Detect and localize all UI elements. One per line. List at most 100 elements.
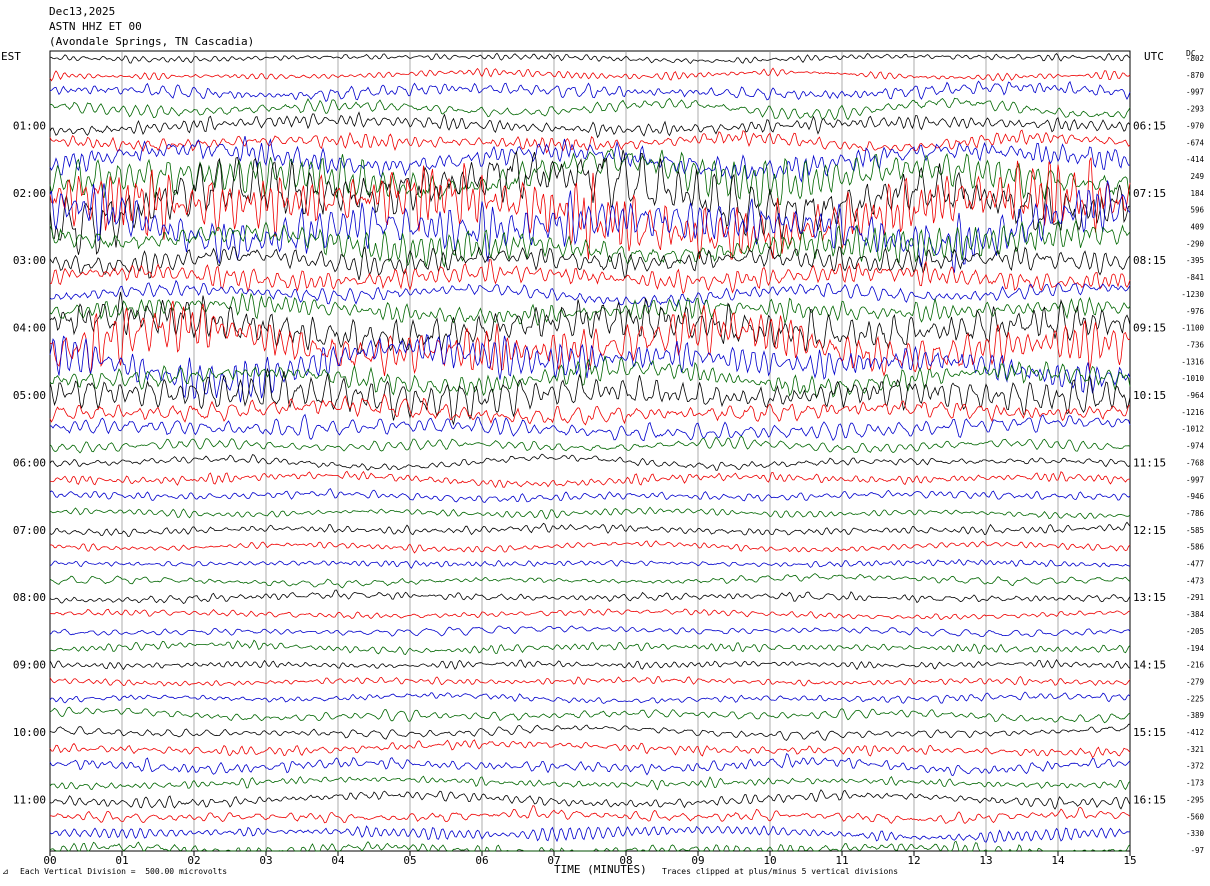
dc-offset-label: -841 bbox=[1186, 273, 1204, 282]
utc-hour-label: 15:15 bbox=[1133, 726, 1166, 739]
dc-offset-label: -786 bbox=[1186, 509, 1205, 518]
dc-offset-label: -279 bbox=[1186, 677, 1204, 686]
dc-offset-label: -1012 bbox=[1181, 425, 1204, 434]
trace-line bbox=[49, 67, 1131, 82]
utc-hour-label: 16:15 bbox=[1133, 793, 1166, 806]
trace-line bbox=[49, 639, 1131, 655]
trace-line bbox=[49, 355, 1131, 399]
dc-offset-label: -321 bbox=[1186, 745, 1204, 754]
utc-hour-label: 10:15 bbox=[1133, 389, 1166, 402]
dc-offset-label: -1316 bbox=[1181, 357, 1204, 366]
x-tick-label: 11 bbox=[835, 854, 848, 867]
dc-offset-label: -290 bbox=[1186, 239, 1205, 248]
trace-line bbox=[49, 136, 1131, 183]
trace-line bbox=[49, 691, 1131, 704]
dc-offset-label: -194 bbox=[1186, 644, 1205, 653]
trace-line bbox=[49, 279, 1131, 308]
trace-line bbox=[49, 739, 1131, 759]
trace-line bbox=[49, 413, 1131, 442]
est-hour-label: 02:00 bbox=[13, 187, 46, 200]
dc-offset-label: -1010 bbox=[1181, 374, 1204, 383]
trace-line bbox=[49, 334, 1131, 403]
clipping-note: Traces clipped at plus/minus 5 vertical … bbox=[662, 867, 899, 876]
dc-offset-label: -1230 bbox=[1181, 290, 1204, 299]
dc-offset-label: -395 bbox=[1186, 256, 1204, 265]
trace-line bbox=[49, 506, 1131, 520]
trace-line bbox=[49, 180, 1131, 273]
est-hour-label: 09:00 bbox=[13, 659, 46, 672]
chart-date: Dec13,2025 bbox=[49, 5, 116, 18]
est-label: EST bbox=[1, 50, 21, 63]
dc-offset-label: -293 bbox=[1186, 105, 1204, 114]
dc-offset-label: -97 bbox=[1190, 846, 1204, 855]
x-tick-label: 15 bbox=[1123, 854, 1136, 867]
station-location: (Avondale Springs, TN Cascadia) bbox=[49, 35, 255, 48]
trace-line bbox=[49, 80, 1131, 103]
x-axis-title: TIME (MINUTES) bbox=[554, 863, 647, 876]
est-hour-label: 04:00 bbox=[13, 322, 46, 335]
trace-line bbox=[49, 752, 1131, 777]
dc-offset-label: -216 bbox=[1186, 661, 1205, 670]
utc-hour-label: 12:15 bbox=[1133, 524, 1166, 537]
trace-line bbox=[49, 291, 1131, 354]
x-tick-label: 10 bbox=[763, 854, 776, 867]
dc-offset-label: -173 bbox=[1186, 779, 1204, 788]
est-hour-label: 10:00 bbox=[13, 726, 46, 739]
trace-line bbox=[49, 589, 1131, 605]
trace-line bbox=[49, 470, 1130, 489]
x-tick-label: 14 bbox=[1051, 854, 1065, 867]
trace-line bbox=[49, 367, 1131, 426]
dc-offset-label: -870 bbox=[1186, 71, 1205, 80]
x-tick-label: 05 bbox=[403, 854, 416, 867]
dc-offset-label: -412 bbox=[1186, 728, 1204, 737]
dc-offset-label: -997 bbox=[1186, 88, 1204, 97]
axis-labels: 00 01 02 03 04 05 06 07 08 09 10 11 12 13 14 15 -802 -870… bbox=[13, 54, 1205, 867]
dc-offset-label: -802 bbox=[1186, 54, 1204, 63]
x-tick-label: 04 bbox=[331, 854, 345, 867]
x-tick-label: 01 bbox=[115, 854, 128, 867]
dc-offset-label: -674 bbox=[1186, 138, 1205, 147]
dc-offset-label: -291 bbox=[1186, 593, 1204, 602]
dc-offset-label: -225 bbox=[1186, 694, 1204, 703]
trace-line bbox=[49, 97, 1131, 121]
dc-offset-label: -477 bbox=[1186, 560, 1204, 569]
station-id: ASTN HHZ ET 00 bbox=[49, 20, 142, 33]
dc-offset-label: 596 bbox=[1190, 206, 1204, 215]
x-tick-label: 12 bbox=[907, 854, 920, 867]
dc-offset-label: -372 bbox=[1186, 762, 1204, 771]
trace-line bbox=[49, 706, 1131, 724]
est-hour-label: 07:00 bbox=[13, 524, 46, 537]
est-hour-label: 01:00 bbox=[13, 119, 46, 132]
trace-line bbox=[49, 804, 1131, 825]
dc-offset-label: -736 bbox=[1186, 340, 1205, 349]
dc-offset-label: -585 bbox=[1186, 526, 1204, 535]
trace-line bbox=[49, 723, 1131, 741]
dc-offset-label: -560 bbox=[1186, 812, 1205, 821]
est-hour-label: 08:00 bbox=[13, 591, 46, 604]
chart-grid bbox=[49, 50, 1131, 856]
dc-offset-label: -384 bbox=[1186, 610, 1205, 619]
dc-offset-label: -330 bbox=[1186, 829, 1205, 838]
utc-hour-label: 08:15 bbox=[1133, 254, 1166, 267]
est-hour-label: 05:00 bbox=[13, 389, 46, 402]
dc-offset-label: -768 bbox=[1186, 458, 1205, 467]
trace-line bbox=[49, 435, 1131, 454]
trace-line bbox=[49, 573, 1131, 589]
utc-label: UTC bbox=[1144, 50, 1164, 63]
trace-line bbox=[49, 659, 1131, 671]
est-hour-label: 11:00 bbox=[13, 793, 46, 806]
trace-line bbox=[49, 219, 1131, 268]
dc-offset-label: -389 bbox=[1186, 711, 1204, 720]
trace-group bbox=[49, 52, 1131, 852]
dc-offset-label: -1100 bbox=[1181, 324, 1204, 333]
scale-icon: ⊿ bbox=[2, 867, 9, 876]
x-tick-label: 03 bbox=[259, 854, 272, 867]
trace-line bbox=[49, 52, 1131, 65]
dc-offset-label: -205 bbox=[1186, 627, 1204, 636]
trace-line bbox=[49, 148, 1131, 208]
trace-line bbox=[49, 453, 1131, 471]
est-hour-label: 06:00 bbox=[13, 456, 46, 469]
dc-offset-label: 249 bbox=[1190, 172, 1204, 181]
dc-offset-label: -586 bbox=[1186, 543, 1205, 552]
